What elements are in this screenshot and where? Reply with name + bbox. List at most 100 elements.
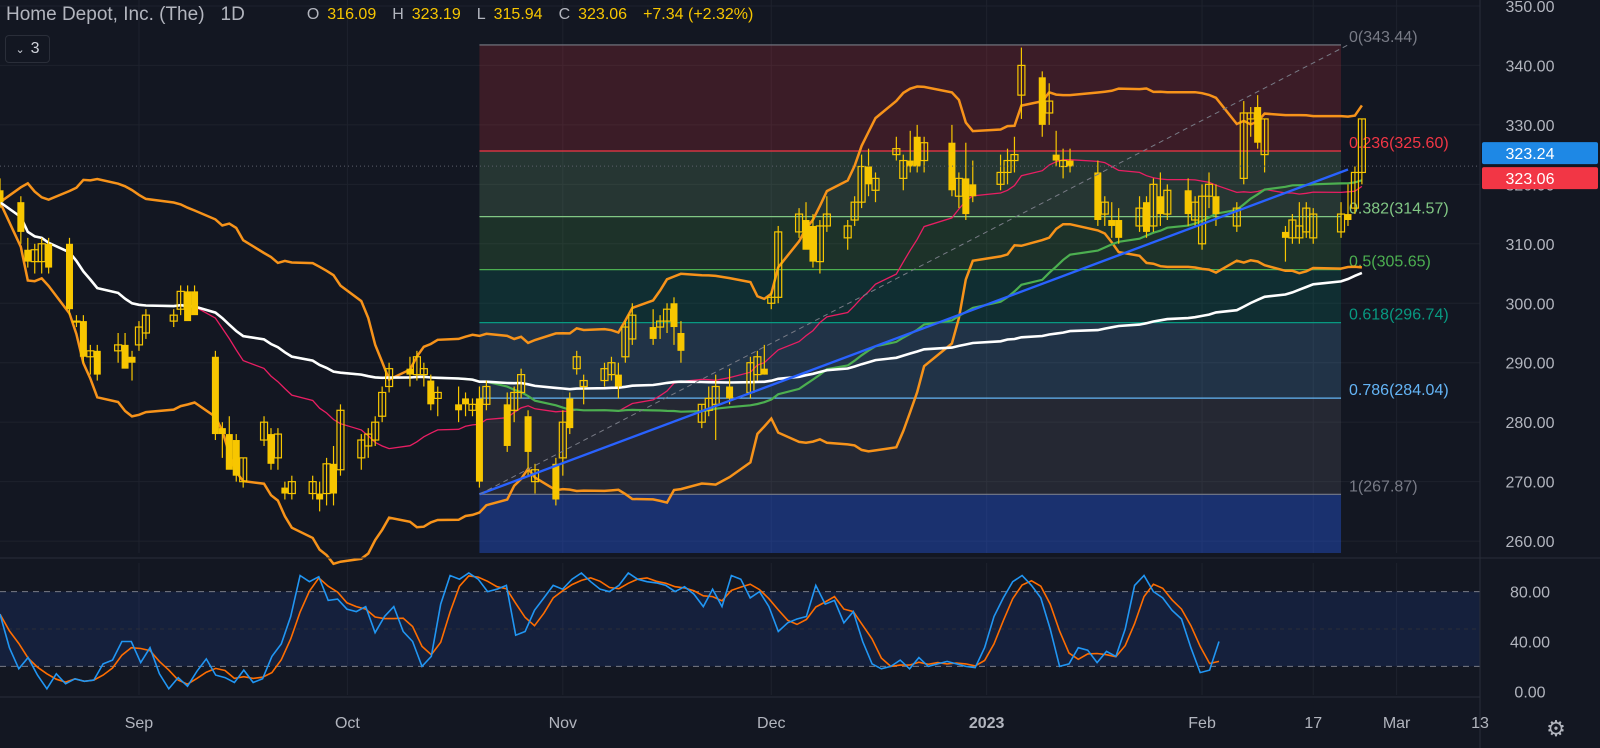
time-tick-label: Sep [125, 715, 154, 732]
price-label-badge [1482, 167, 1598, 190]
time-tick-label: Dec [757, 715, 785, 732]
fib-zone [479, 269, 1342, 323]
candle-body [371, 421, 380, 441]
candle-body [711, 385, 720, 405]
candle-body [134, 326, 144, 346]
candle-body [239, 457, 248, 483]
candle-body [427, 380, 435, 405]
candle-body [558, 421, 567, 459]
candle-body [1350, 171, 1360, 209]
candle-body [621, 326, 630, 358]
candle-body [614, 374, 622, 387]
candle-body [406, 368, 414, 375]
candle-body [24, 249, 32, 262]
candlesticks [0, 47, 1366, 512]
candle-body [121, 344, 129, 369]
candle-body [566, 398, 574, 429]
candle-body [948, 142, 956, 191]
candle-body [1108, 220, 1116, 226]
candle-body [1232, 207, 1241, 227]
price-tick-label: 340.00 [1506, 58, 1555, 75]
chevron-down-icon: ⌄ [15, 43, 25, 56]
price-label-badge [1482, 142, 1598, 165]
price-label-text: 323.06 [1506, 171, 1555, 188]
candle-body [572, 356, 581, 370]
candle-body [809, 225, 817, 262]
change-value: +7.34 (+2.32%) [643, 6, 754, 23]
candle-body [336, 409, 345, 471]
candle-body [0, 190, 4, 203]
candle-body [218, 428, 226, 435]
candle-body [677, 332, 685, 351]
bollinger-basis [0, 159, 1363, 450]
fib-level-label: 0.236(325.60) [1349, 135, 1449, 152]
candle-body [455, 404, 463, 411]
candle-body [378, 391, 387, 417]
candle-body [1212, 196, 1220, 215]
candle-body [330, 463, 338, 494]
candle-body [412, 356, 422, 376]
candle-body [503, 404, 511, 446]
candle-body [1260, 118, 1269, 156]
candle-body [259, 421, 269, 441]
time-tick-label: 2023 [969, 715, 1005, 732]
candle-body [1344, 214, 1352, 221]
candle-body [655, 320, 665, 328]
open-label: O [306, 6, 320, 23]
candle-body [433, 391, 442, 399]
price-tick-label: 290.00 [1506, 356, 1555, 373]
candle-body [850, 201, 859, 221]
indicator-count: 3 [30, 40, 40, 57]
symbol-name[interactable]: Home Depot, Inc. (The) [6, 4, 205, 25]
candle-body [865, 166, 873, 185]
candle-body [1038, 77, 1046, 125]
fib-zone [479, 322, 1342, 399]
candle-body [462, 398, 470, 405]
candle-body [920, 142, 929, 162]
fibonacci-retracement: 0(343.44) 0.236(325.60) 0.382(314.57) 0.5(3… [479, 29, 1449, 553]
candle-body [191, 291, 199, 316]
candle-body [1197, 195, 1207, 245]
timeframe[interactable]: 1D [220, 4, 245, 25]
candle-body [225, 434, 233, 470]
fib-level-label: 0.5(305.65) [1349, 254, 1431, 271]
drawings [0, 44, 1480, 496]
price-tick-label: 260.00 [1506, 534, 1555, 551]
candle-body [517, 374, 526, 394]
close-label: C [558, 6, 571, 23]
trend-line [479, 168, 1349, 496]
candle-body [913, 136, 921, 167]
gear-icon[interactable]: ⚙ [1546, 716, 1566, 741]
candle-body [1142, 202, 1150, 232]
fib-level-label: 0.618(296.74) [1349, 307, 1449, 324]
candle-body [1115, 220, 1123, 238]
candle-body [760, 368, 768, 375]
price-tick-label: 330.00 [1506, 118, 1555, 135]
candle-body [72, 320, 81, 323]
candle-body [753, 356, 762, 376]
candle-body [899, 159, 908, 179]
candle-body [1357, 118, 1366, 174]
candle-body [962, 178, 970, 215]
time-tick-label: Nov [549, 715, 577, 732]
candle-body [767, 296, 776, 304]
time-tick-label: Feb [1188, 715, 1216, 732]
candle-body [273, 433, 283, 459]
candle-body [267, 434, 275, 464]
candle-body [482, 385, 491, 405]
time-tick-label: Mar [1383, 715, 1411, 732]
candle-body [232, 440, 240, 476]
candle-body [524, 416, 532, 452]
candle-body [141, 314, 151, 334]
indicators-toggle-button[interactable]: ⌄ 3 [5, 35, 50, 63]
candle-body [1094, 172, 1102, 221]
fib-trend-diagonal [479, 44, 1349, 495]
candle-body [1239, 112, 1248, 179]
candle-body [45, 243, 53, 268]
price-tick-label: 270.00 [1506, 475, 1555, 492]
time-tick-label: Oct [335, 715, 360, 732]
sma-200-line [0, 201, 1363, 391]
candle-body [843, 225, 852, 239]
